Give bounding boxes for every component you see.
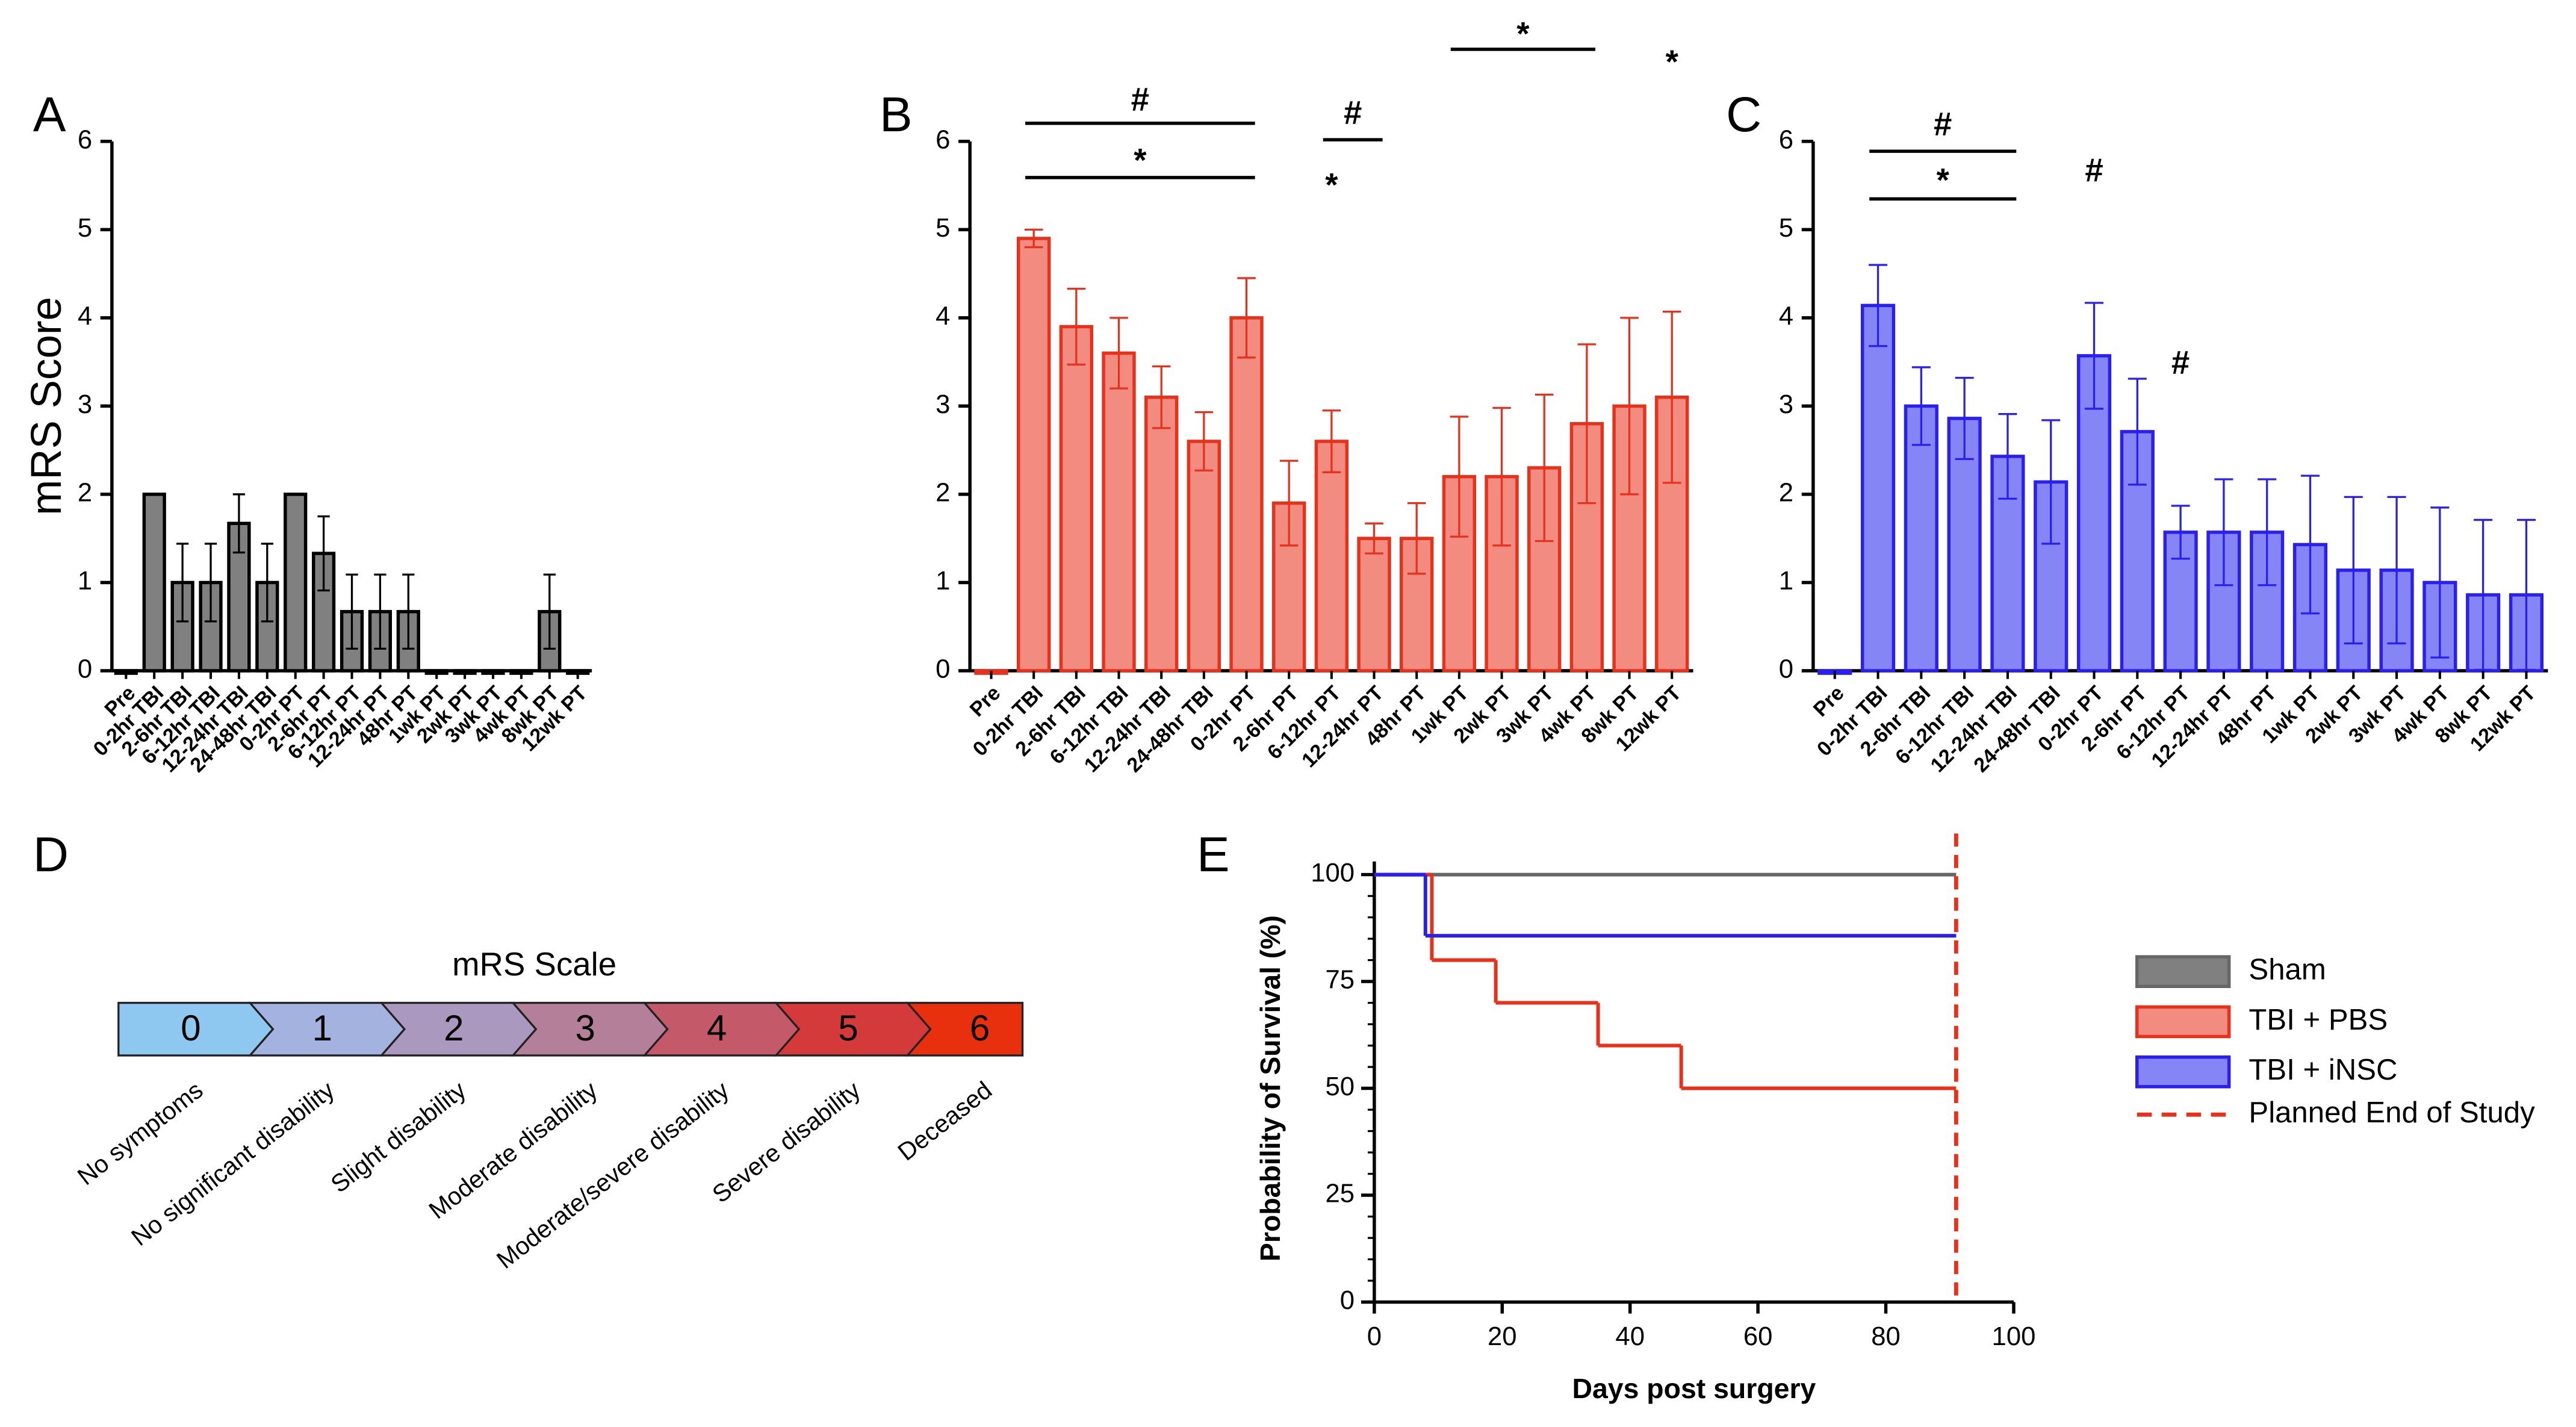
y-tick-label: 5 bbox=[1779, 213, 1793, 243]
panel-letter: C bbox=[1726, 87, 1761, 142]
y-tick-label: 25 bbox=[1326, 1179, 1355, 1208]
y-tick-label: 0 bbox=[1779, 654, 1793, 684]
bar bbox=[1357, 536, 1391, 673]
y-tick-label: 6 bbox=[1779, 125, 1793, 154]
y-tick-label: 50 bbox=[1326, 1072, 1355, 1101]
bar bbox=[1187, 440, 1221, 673]
y-tick-label: 6 bbox=[78, 125, 92, 154]
legend-swatch bbox=[2135, 955, 2231, 988]
bar bbox=[1314, 440, 1349, 673]
scale-score: 3 bbox=[576, 1008, 595, 1048]
y-tick-label: 1 bbox=[1779, 566, 1793, 595]
y-tick-label: 4 bbox=[936, 301, 950, 331]
legend-label: Sham bbox=[2249, 954, 2326, 986]
y-axis-label: Probability of Survival (%) bbox=[1255, 915, 1286, 1261]
panel-letter: E bbox=[1197, 827, 1230, 882]
bar bbox=[1442, 474, 1477, 673]
x-tick-label: 40 bbox=[1615, 1322, 1645, 1351]
bar bbox=[284, 493, 308, 673]
panel-letter: D bbox=[33, 827, 69, 882]
y-tick-label: 0 bbox=[936, 654, 950, 684]
y-tick-label: 75 bbox=[1326, 965, 1355, 995]
scale-title: mRS Scale bbox=[452, 946, 616, 983]
scale-description: No symptoms bbox=[72, 1076, 208, 1190]
y-tick-label: 3 bbox=[936, 390, 950, 419]
y-tick-label: 1 bbox=[936, 566, 950, 595]
panel-letter: A bbox=[33, 87, 66, 142]
significance-label: * bbox=[1134, 142, 1147, 179]
significance-label: # bbox=[1344, 95, 1362, 131]
y-tick-label: 5 bbox=[78, 213, 92, 243]
scale-score: 0 bbox=[181, 1008, 200, 1048]
y-tick-label: 1 bbox=[78, 566, 92, 595]
significance-label: # bbox=[1934, 106, 1952, 143]
significance-label: # bbox=[2171, 344, 2190, 381]
panel-letter: B bbox=[880, 87, 913, 142]
scale-chevron bbox=[905, 1001, 1024, 1057]
y-tick-label: 0 bbox=[1340, 1286, 1355, 1315]
bar bbox=[1102, 351, 1136, 673]
bar bbox=[1144, 396, 1179, 673]
significance-label: * bbox=[1937, 161, 1950, 198]
y-axis-label: mRS Score bbox=[23, 297, 70, 515]
bar bbox=[1229, 316, 1264, 673]
y-tick-label: 2 bbox=[1779, 477, 1793, 507]
scale-description: Slight disability bbox=[326, 1076, 471, 1198]
y-tick-label: 3 bbox=[1779, 390, 1793, 419]
y-tick-label: 5 bbox=[936, 213, 950, 243]
y-tick-label: 6 bbox=[936, 125, 950, 154]
scale-score: 2 bbox=[444, 1008, 464, 1048]
significance-label: # bbox=[1131, 81, 1149, 118]
x-tick-label: 100 bbox=[1992, 1322, 2036, 1351]
y-tick-label: 2 bbox=[936, 477, 950, 507]
significance-label: * bbox=[1516, 15, 1530, 52]
significance-label: * bbox=[1325, 167, 1338, 204]
scale-score: 5 bbox=[838, 1008, 858, 1048]
y-tick-label: 4 bbox=[78, 301, 92, 331]
significance-label: * bbox=[1666, 43, 1679, 80]
bar bbox=[142, 493, 166, 673]
x-axis-label: Days post surgery bbox=[1572, 1373, 1816, 1404]
significance-label: # bbox=[2085, 152, 2103, 188]
x-tick-label: 60 bbox=[1743, 1322, 1773, 1351]
bar bbox=[1059, 325, 1094, 673]
scale-description: Deceased bbox=[893, 1076, 998, 1166]
y-tick-label: 0 bbox=[78, 654, 92, 684]
legend-label: Planned End of Study bbox=[2249, 1096, 2535, 1129]
bar bbox=[1016, 237, 1051, 673]
x-tick-label: 20 bbox=[1488, 1322, 1517, 1351]
legend-swatch bbox=[2135, 1055, 2231, 1089]
x-tick-label: 0 bbox=[1367, 1322, 1382, 1351]
scale-score: 1 bbox=[312, 1008, 332, 1048]
scale-description: Moderate/severe disability bbox=[491, 1076, 734, 1274]
scale-score: 6 bbox=[970, 1008, 990, 1048]
y-tick-label: 4 bbox=[1779, 301, 1793, 331]
y-tick-label: 100 bbox=[1311, 858, 1355, 888]
legend-label: TBI + iNSC bbox=[2249, 1054, 2397, 1086]
legend-swatch bbox=[2135, 1005, 2231, 1039]
y-tick-label: 2 bbox=[78, 477, 92, 507]
scale-score: 4 bbox=[707, 1008, 727, 1048]
legend-label: TBI + PBS bbox=[2249, 1004, 2388, 1036]
bar bbox=[1860, 303, 1896, 673]
x-tick-label: 80 bbox=[1871, 1322, 1901, 1351]
y-tick-label: 3 bbox=[78, 390, 92, 419]
bar bbox=[1904, 404, 1938, 673]
